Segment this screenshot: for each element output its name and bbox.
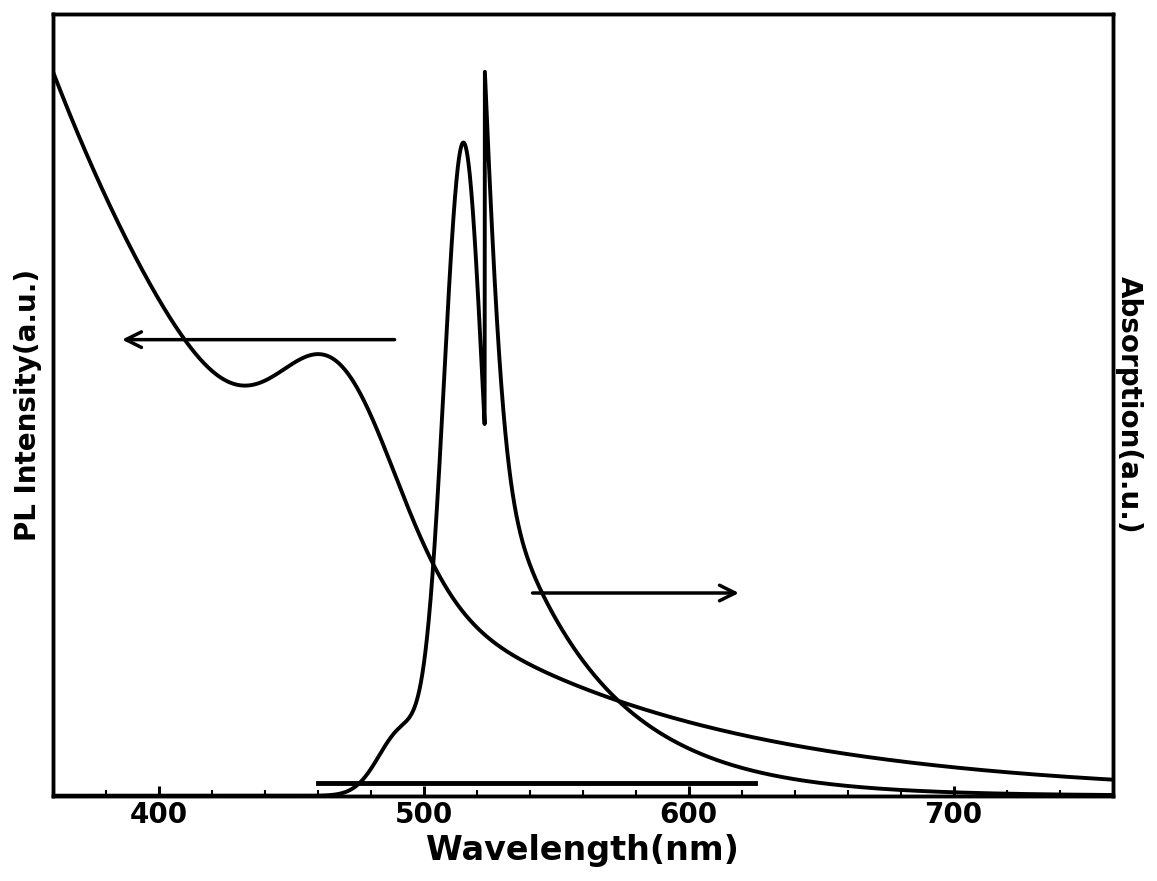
Y-axis label: Absorption(a.u.): Absorption(a.u.) — [1115, 276, 1143, 534]
X-axis label: Wavelength(nm): Wavelength(nm) — [426, 834, 739, 867]
Y-axis label: PL Intensity(a.u.): PL Intensity(a.u.) — [14, 269, 42, 541]
